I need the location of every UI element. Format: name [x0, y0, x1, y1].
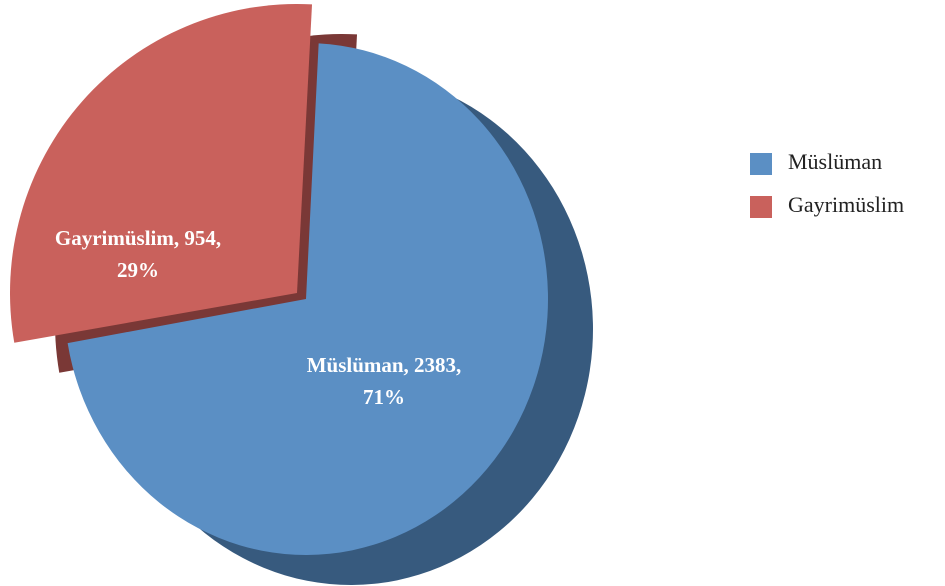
data-label: 71%: [363, 385, 405, 409]
legend-label: Gayrimüslim: [788, 192, 904, 217]
legend-label: Müslüman: [788, 149, 882, 174]
slice: [67, 43, 549, 556]
legend-swatch: [750, 196, 772, 218]
data-label: Gayrimüslim, 954,: [55, 226, 221, 250]
data-label: 29%: [117, 258, 159, 282]
legend-swatch: [750, 153, 772, 175]
data-label: Müslüman, 2383,: [307, 353, 462, 377]
slice: [9, 3, 313, 343]
